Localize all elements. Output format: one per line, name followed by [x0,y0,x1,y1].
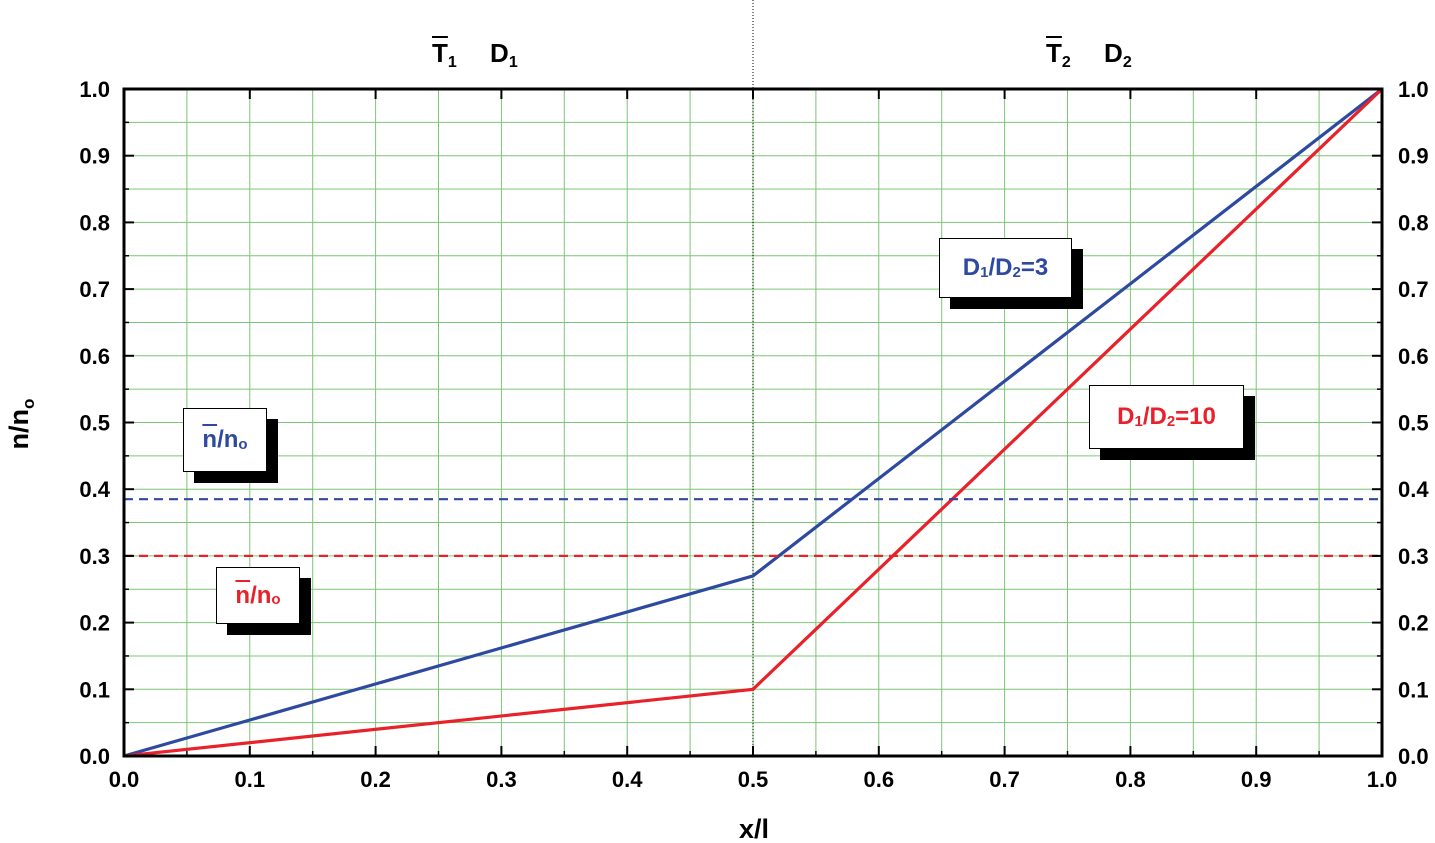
x-tick-label: 0.7 [989,767,1020,792]
y-tick-label: 0.8 [79,210,110,235]
y-tick-label-right: 0.4 [1398,477,1429,502]
y-tick-label-right: 0.1 [1398,677,1429,702]
y-tick-label-right: 0.9 [1398,144,1429,169]
region-left-t: T [432,38,448,68]
x-tick-label: 0.4 [612,767,643,792]
x-tick-label: 0.2 [360,767,391,792]
y-tick-label-right: 0.8 [1398,210,1429,235]
label-mean-red: n/n o [216,567,300,624]
profile-line [123,87,1384,758]
y-tick-label-right: 0.7 [1398,277,1429,302]
x-tick-label: 0.3 [486,767,517,792]
profile-line [123,87,1383,758]
region-right-d-sub: 2 [1122,54,1132,71]
x-tick-label: 0.5 [738,767,769,792]
y-tick-label-right: 1.0 [1398,77,1429,102]
y-axis-label-sub: o [19,399,38,409]
series-layer [123,0,1384,758]
y-axis-label: n/no [4,399,38,450]
y-axis-label-main: n/n [4,409,34,450]
svg-text:n/no: n/no [4,399,38,450]
y-tick-label-right: 0.5 [1398,411,1429,436]
y-tick-label: 1.0 [79,77,110,102]
label-d1-d2-10: D 1/D 2 =10 [1089,385,1244,449]
y-tick-label: 0.1 [79,677,110,702]
x-tick-label: 0.0 [109,767,140,792]
region-left-label: T1 D1 [432,38,518,71]
x-tick-label: 1.0 [1367,767,1398,792]
x-tick-label: 0.8 [1115,767,1146,792]
x-axis-label: x/l [739,814,769,843]
tick-labels: 0.0 0.1 0.2 0.3 0.4 0.5 0.6 0.7 0.8 0.9 1.00.0 0.00… [79,77,1429,792]
y-tick-label: 0.4 [79,477,110,502]
region-right-t-sub: 2 [1061,54,1071,71]
region-right-label: T2 D2 [1046,38,1132,71]
region-left-t-sub: 1 [447,54,457,71]
y-tick-label-right: 0.2 [1398,611,1429,636]
region-right-t: T [1046,38,1062,68]
region-right-d: D [1104,38,1123,68]
label-mean-blue: n/n o [183,408,267,472]
y-tick-label: 0.7 [79,277,110,302]
y-tick-label: 0.0 [79,744,110,769]
region-left-d-sub: 1 [508,54,518,71]
label-d1-d2-3: D 1/D 2 =3 [939,238,1072,298]
x-tick-label: 0.1 [235,767,266,792]
y-tick-label-right: 0.3 [1398,544,1429,569]
y-tick-label: 0.9 [79,144,110,169]
region-left-d: D [490,38,509,68]
y-tick-label: 0.5 [79,411,110,436]
y-tick-label-right: 0.6 [1398,344,1429,369]
y-tick-label-right: 0.0 [1398,744,1429,769]
ticks [123,88,1383,757]
y-tick-label: 0.6 [79,344,110,369]
x-tick-label: 0.6 [864,767,895,792]
y-tick-label: 0.2 [79,611,110,636]
y-tick-label: 0.3 [79,544,110,569]
x-tick-label: 0.9 [1241,767,1272,792]
